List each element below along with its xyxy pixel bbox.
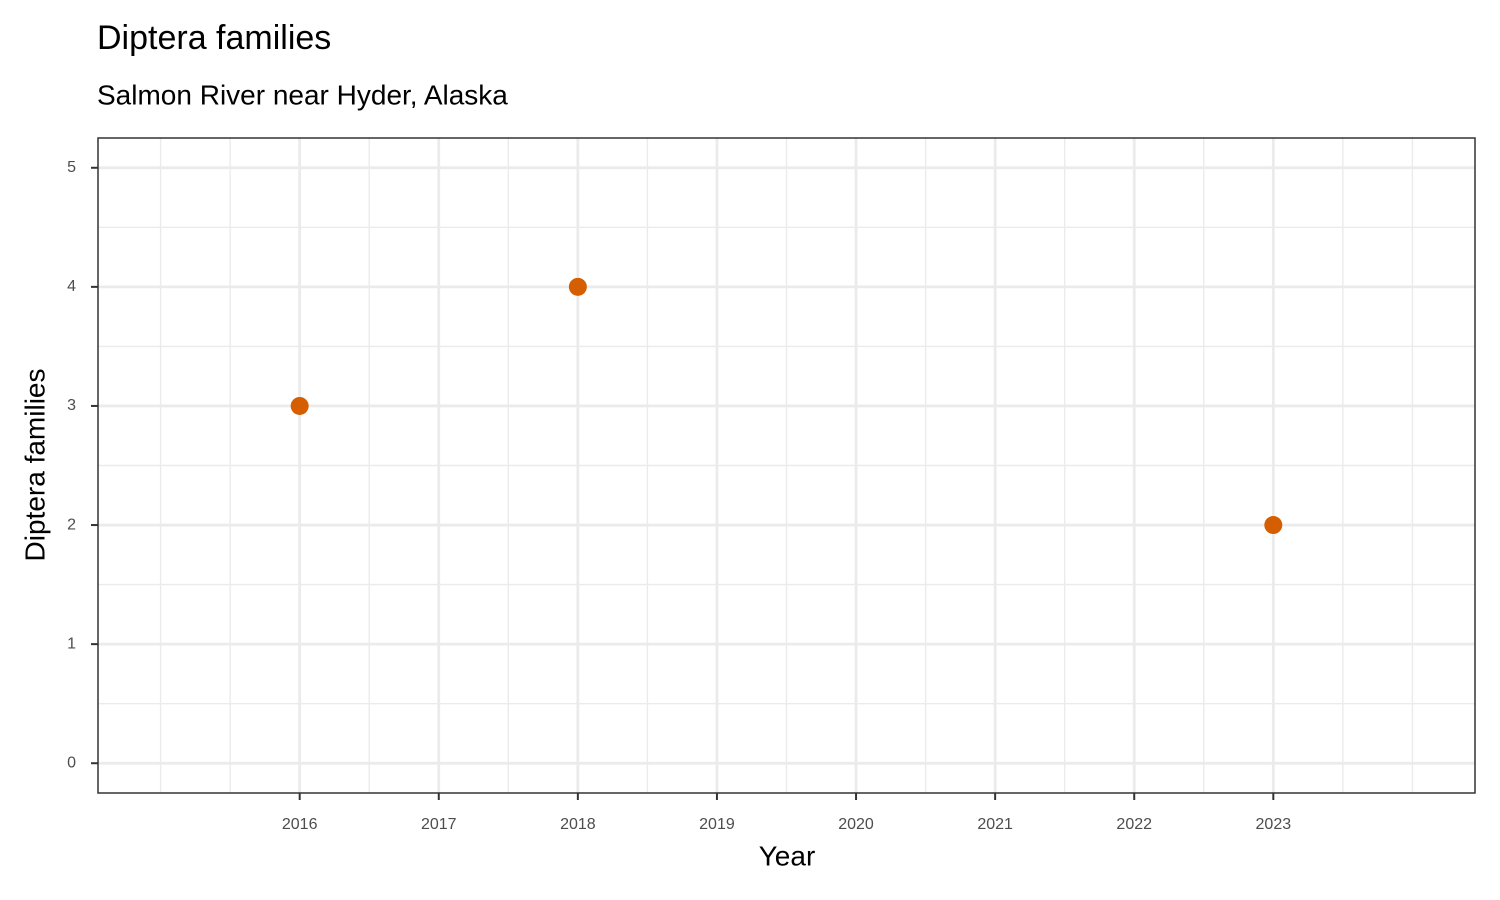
x-tick-label: 2022 (1116, 816, 1152, 833)
y-tick-label: 4 (67, 278, 76, 295)
plot-border (97, 137, 1476, 794)
x-tick-label: 2023 (1256, 816, 1292, 833)
chart-subtitle: Salmon River near Hyder, Alaska (97, 79, 508, 110)
x-tick-label: 2020 (838, 816, 874, 833)
point (568, 277, 587, 296)
plot-area: 2016 2017 2018 2019 2020 2021 2022 2023 0 1 2 3 4 5 (67, 137, 1476, 833)
y-axis-label: Diptera families (19, 369, 50, 562)
y-tick-label: 5 (67, 159, 76, 176)
y-tick-label: 1 (67, 635, 76, 652)
y-tick-label: 3 (67, 397, 76, 414)
x-tick-label: 2021 (977, 816, 1013, 833)
point (1264, 516, 1283, 535)
x-axis-label: Year (759, 840, 816, 871)
y-tick-label: 2 (67, 516, 76, 533)
x-tick-label: 2016 (282, 816, 318, 833)
x-tick-label: 2018 (560, 816, 596, 833)
y-tick-label: 0 (67, 754, 76, 771)
point (290, 396, 309, 415)
x-tick-label: 2019 (699, 816, 735, 833)
chart-title: Diptera families (97, 19, 331, 57)
x-tick-label: 2017 (421, 816, 457, 833)
